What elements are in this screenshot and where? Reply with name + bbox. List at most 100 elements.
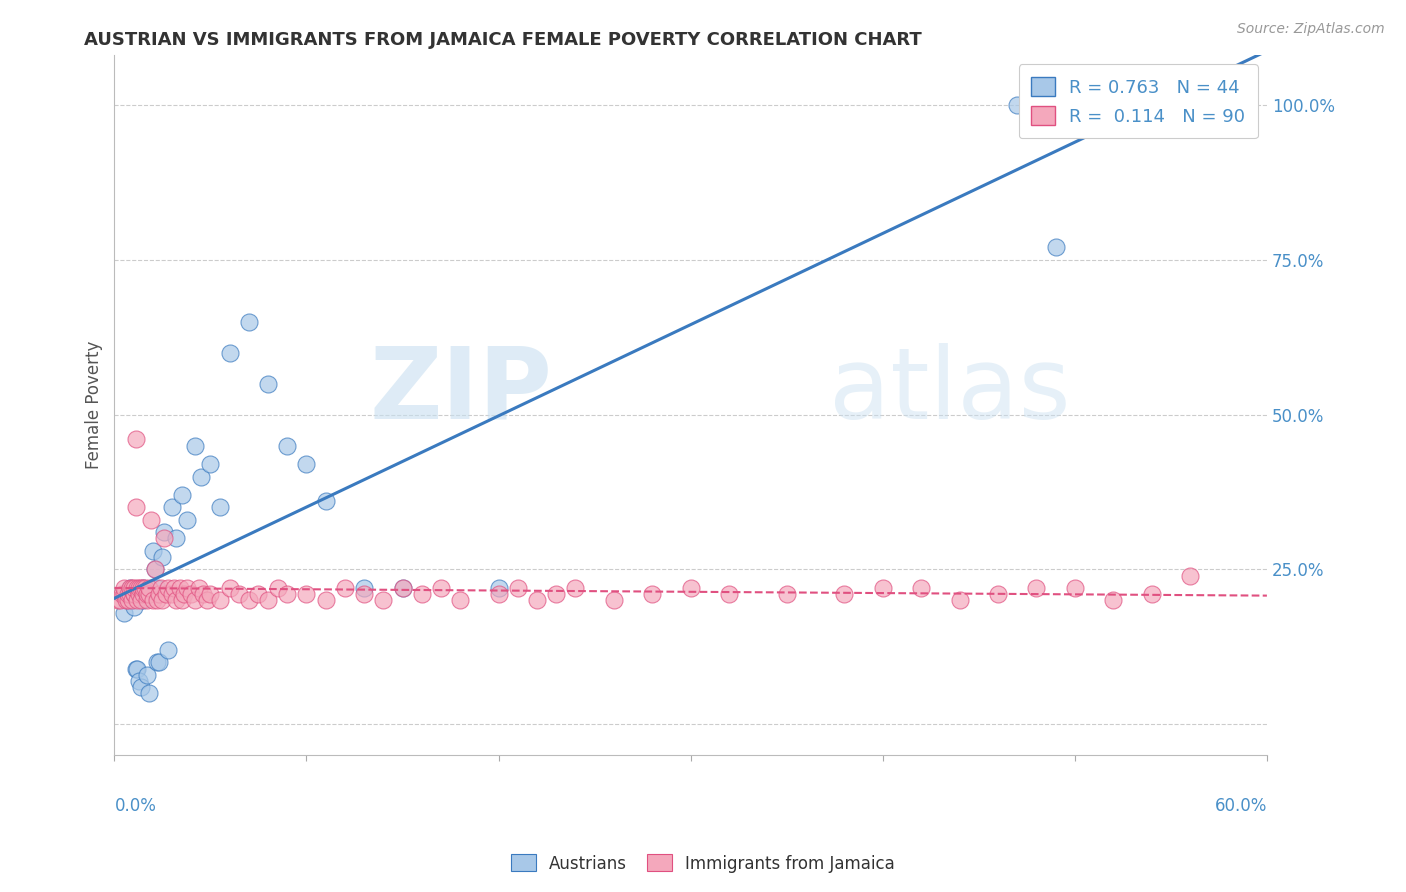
Point — [118, 581, 141, 595]
Point — [333, 581, 356, 595]
Point — [138, 686, 160, 700]
Point — [169, 581, 191, 595]
Point — [117, 593, 139, 607]
Point — [136, 593, 159, 607]
Point — [173, 587, 195, 601]
Point — [276, 438, 298, 452]
Point — [160, 500, 183, 515]
Point — [121, 593, 143, 607]
Point — [276, 587, 298, 601]
Point — [155, 587, 177, 601]
Text: 0.0%: 0.0% — [114, 797, 156, 815]
Point — [238, 593, 260, 607]
Point — [238, 315, 260, 329]
Point — [121, 593, 143, 607]
Point — [129, 593, 152, 607]
Point — [152, 593, 174, 607]
Point — [200, 587, 222, 601]
Point — [153, 525, 176, 540]
Point — [546, 587, 568, 601]
Point — [132, 593, 155, 607]
Point — [209, 593, 232, 607]
Point — [526, 593, 548, 607]
Point — [191, 587, 214, 601]
Point — [391, 581, 413, 595]
Point — [834, 587, 856, 601]
Point — [187, 581, 209, 595]
Point — [118, 581, 141, 595]
Point — [157, 643, 180, 657]
Text: atlas: atlas — [830, 343, 1070, 440]
Point — [1140, 587, 1163, 601]
Point — [127, 662, 149, 676]
Point — [121, 581, 143, 595]
Point — [153, 532, 176, 546]
Text: ZIP: ZIP — [370, 343, 553, 440]
Point — [176, 581, 198, 595]
Point — [122, 587, 145, 601]
Point — [122, 587, 145, 601]
Point — [142, 593, 165, 607]
Point — [200, 457, 222, 471]
Point — [718, 587, 741, 601]
Point — [411, 587, 433, 601]
Point — [139, 513, 162, 527]
Point — [1025, 581, 1047, 595]
Point — [449, 593, 471, 607]
Point — [1178, 568, 1201, 582]
Point — [136, 667, 159, 681]
Point — [247, 587, 270, 601]
Point — [910, 581, 932, 595]
Point — [127, 593, 149, 607]
Point — [430, 581, 453, 595]
Point — [1025, 97, 1047, 112]
Point — [117, 587, 139, 601]
Point — [266, 581, 288, 595]
Point — [115, 593, 138, 607]
Point — [122, 587, 145, 601]
Point — [180, 587, 202, 601]
Point — [295, 457, 318, 471]
Point — [373, 593, 395, 607]
Point — [315, 494, 337, 508]
Text: Source: ZipAtlas.com: Source: ZipAtlas.com — [1237, 22, 1385, 37]
Point — [872, 581, 894, 595]
Point — [148, 587, 170, 601]
Point — [117, 593, 139, 607]
Point — [112, 587, 135, 601]
Point — [218, 581, 240, 595]
Point — [209, 500, 232, 515]
Point — [142, 544, 165, 558]
Point — [157, 581, 180, 595]
Point — [124, 433, 146, 447]
Point — [987, 587, 1010, 601]
Point — [391, 581, 413, 595]
Point — [1045, 240, 1067, 254]
Point — [170, 593, 193, 607]
Point — [124, 500, 146, 515]
Point — [129, 581, 152, 595]
Point — [228, 587, 250, 601]
Point — [149, 581, 172, 595]
Point — [165, 593, 187, 607]
Point — [127, 581, 149, 595]
Point — [129, 680, 152, 694]
Point — [112, 606, 135, 620]
Y-axis label: Female Poverty: Female Poverty — [86, 341, 103, 469]
Point — [776, 587, 799, 601]
Point — [138, 587, 160, 601]
Legend: Austrians, Immigrants from Jamaica: Austrians, Immigrants from Jamaica — [505, 847, 901, 880]
Point — [1102, 593, 1125, 607]
Point — [122, 581, 145, 595]
Point — [118, 587, 141, 601]
Point — [184, 593, 207, 607]
Text: 60.0%: 60.0% — [1215, 797, 1267, 815]
Point — [190, 469, 212, 483]
Point — [679, 581, 702, 595]
Point — [112, 587, 135, 601]
Point — [108, 593, 131, 607]
Point — [195, 593, 218, 607]
Point — [564, 581, 586, 595]
Point — [128, 587, 150, 601]
Point — [295, 587, 318, 601]
